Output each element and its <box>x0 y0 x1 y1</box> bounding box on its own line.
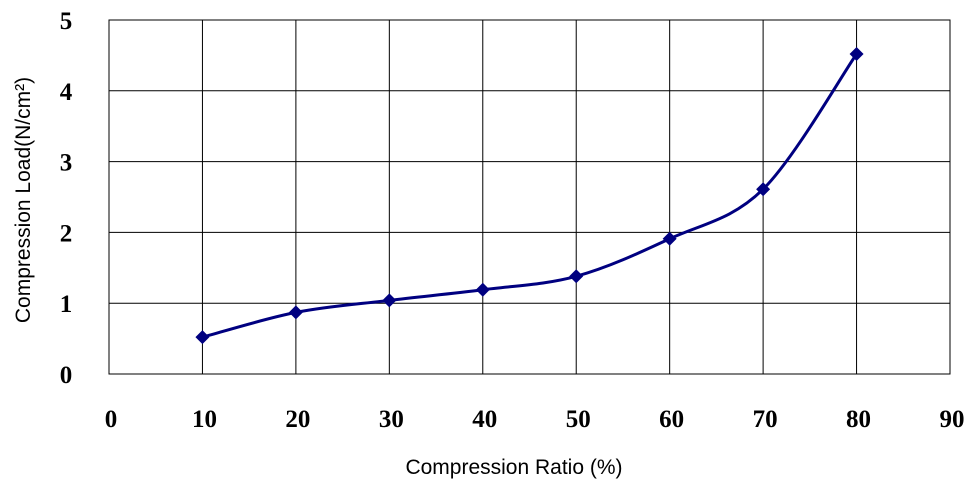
x-axis-title: Compression Ratio (%) <box>405 456 622 479</box>
x-tick-label: 40 <box>472 406 497 433</box>
x-tick-label: 90 <box>940 406 965 433</box>
data-point-marker <box>756 182 771 197</box>
x-tick-label: 20 <box>285 406 310 433</box>
x-tick-label: 0 <box>105 406 118 433</box>
x-tick-label: 30 <box>379 406 404 433</box>
y-tick-label: 4 <box>60 79 73 106</box>
x-tick-label: 50 <box>566 406 591 433</box>
x-tick-label: 10 <box>192 406 217 433</box>
data-point-marker <box>849 46 864 61</box>
data-point-marker <box>288 305 303 320</box>
series <box>195 46 864 345</box>
grid <box>108 19 951 375</box>
y-tick-label: 2 <box>60 220 73 247</box>
data-point-marker <box>569 269 584 284</box>
y-tick-label: 1 <box>60 291 73 318</box>
tick-labels: 0 10 20 30 40 50 60 70 80 90 0 1 2 3 4 5 <box>60 8 965 433</box>
y-tick-label: 5 <box>60 8 73 35</box>
data-point-marker <box>195 330 210 345</box>
y-axis-title: Compression Load(N/cm²) <box>12 77 35 323</box>
x-tick-label: 60 <box>659 406 684 433</box>
plot-area-border <box>108 19 951 375</box>
y-tick-label: 0 <box>60 362 73 389</box>
data-point-marker <box>382 293 397 308</box>
data-point-marker <box>475 282 490 297</box>
data-point-marker <box>662 231 677 246</box>
x-tick-label: 70 <box>753 406 778 433</box>
x-tick-label: 80 <box>846 406 871 433</box>
y-tick-label: 3 <box>60 150 73 177</box>
series-line <box>200 52 859 339</box>
